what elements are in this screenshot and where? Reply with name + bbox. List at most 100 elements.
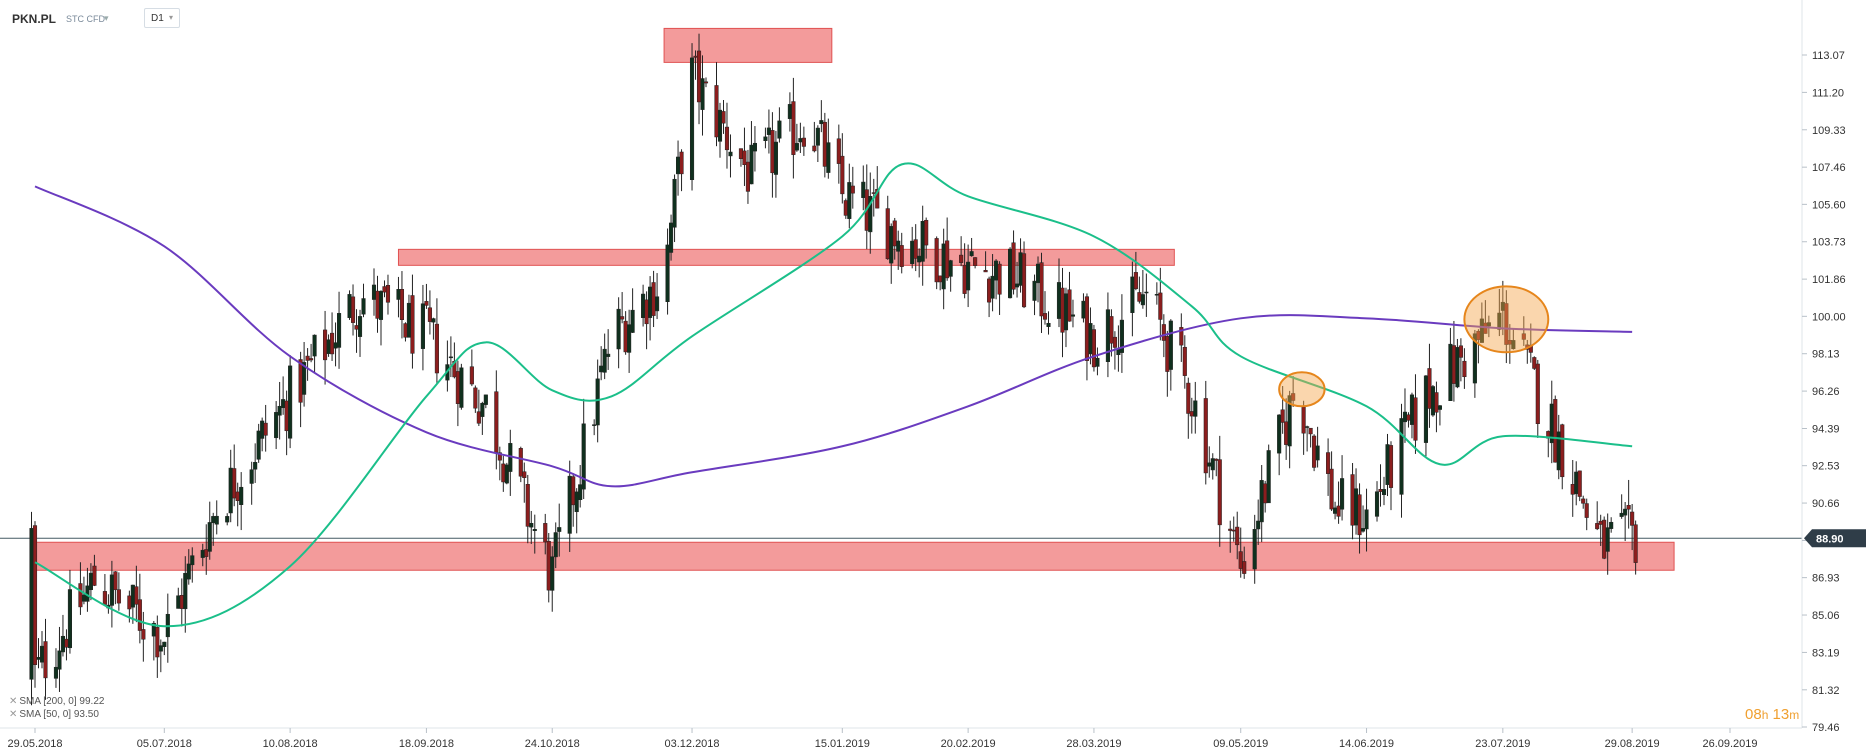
- candle: [176, 587, 181, 609]
- y-tick-label: 79.46: [1812, 722, 1840, 734]
- candle: [602, 333, 607, 380]
- candle: [1242, 546, 1247, 579]
- candle: [1388, 441, 1394, 511]
- y-tick-label: 81.32: [1812, 685, 1840, 697]
- support-resistance-zone[interactable]: [663, 27, 833, 63]
- candle: [630, 288, 635, 333]
- chevron-down-icon: ▾: [169, 13, 174, 22]
- candle: [574, 488, 579, 534]
- candle: [1455, 338, 1460, 389]
- candle: [1109, 309, 1114, 357]
- x-tick-label: 20.02.2019: [941, 738, 996, 750]
- candle: [403, 322, 408, 342]
- candle: [724, 102, 730, 169]
- candle: [235, 482, 240, 527]
- y-tick-label: 92.53: [1812, 461, 1840, 473]
- candle: [81, 576, 86, 605]
- candle: [553, 522, 558, 569]
- candle: [714, 62, 719, 147]
- candle: [1105, 292, 1110, 378]
- candle: [378, 290, 384, 346]
- chevron-down-icon[interactable]: ▾: [104, 13, 109, 23]
- timeframe-value: D1: [151, 13, 164, 24]
- candle: [60, 614, 66, 657]
- candle: [1581, 495, 1586, 509]
- x-tick-label: 15.01.2019: [815, 738, 870, 750]
- candle: [1263, 480, 1268, 513]
- candle: [787, 92, 792, 132]
- candle: [1619, 494, 1624, 519]
- candle: [1217, 435, 1222, 547]
- candle: [669, 214, 674, 261]
- candle: [43, 618, 48, 700]
- candle: [1154, 282, 1159, 305]
- candle: [819, 100, 824, 133]
- candle: [1570, 459, 1575, 517]
- candle: [934, 236, 939, 290]
- sma-50-line[interactable]: [34, 162, 1633, 628]
- candle: [476, 389, 481, 427]
- candle: [627, 309, 632, 373]
- support-resistance-zone[interactable]: [397, 248, 1175, 266]
- timer-minutes-unit: m: [1789, 708, 1800, 722]
- candle: [1056, 258, 1062, 328]
- candle: [1046, 311, 1051, 335]
- candle: [777, 107, 782, 143]
- candle: [1021, 241, 1027, 309]
- close-icon[interactable]: ✕: [9, 696, 18, 707]
- candle: [557, 503, 562, 557]
- x-tick-label: 26.09.2019: [1702, 738, 1757, 750]
- timeframe-select[interactable]: D1 ▾: [144, 8, 180, 28]
- candle: [850, 166, 855, 209]
- candle: [620, 292, 625, 324]
- candle: [794, 123, 799, 152]
- y-tick-label: 101.86: [1812, 274, 1846, 286]
- candle: [1266, 444, 1271, 504]
- candle: [763, 127, 768, 149]
- y-tick-label: 94.39: [1812, 423, 1840, 435]
- candle: [546, 533, 551, 603]
- candle: [232, 444, 237, 507]
- candle: [1350, 463, 1355, 540]
- y-tick-label: 85.06: [1812, 610, 1840, 622]
- candle: [39, 631, 45, 669]
- candle: [1340, 455, 1345, 521]
- candle: [385, 274, 391, 315]
- candle: [812, 121, 817, 153]
- sma-200-line[interactable]: [34, 185, 1633, 488]
- support-resistance-zone[interactable]: [34, 541, 1675, 571]
- candle: [920, 205, 925, 286]
- highlight-ellipse[interactable]: [1463, 285, 1550, 354]
- candle: [249, 461, 254, 505]
- candle: [1018, 238, 1023, 293]
- candle: [420, 284, 425, 371]
- candle: [448, 336, 453, 378]
- candle: [504, 462, 509, 485]
- highlight-ellipse[interactable]: [1278, 371, 1326, 408]
- candle: [1598, 514, 1603, 546]
- close-icon[interactable]: ✕: [9, 709, 18, 720]
- candle: [843, 198, 848, 219]
- candle: [1137, 276, 1142, 304]
- candle: [1084, 293, 1089, 381]
- symbol-label: PKN.PL: [12, 12, 57, 26]
- y-tick-label: 83.19: [1812, 647, 1840, 659]
- candle: [1553, 395, 1558, 463]
- y-tick-label: 100.00: [1812, 311, 1846, 323]
- y-tick-label: 111.20: [1812, 87, 1844, 99]
- candle: [256, 423, 261, 463]
- candle: [204, 524, 209, 575]
- candle: [1399, 403, 1404, 518]
- candle: [497, 446, 502, 481]
- candle: [1556, 414, 1561, 480]
- x-tick-label: 18.09.2018: [399, 738, 454, 750]
- candle: [1437, 405, 1442, 426]
- candle: [581, 398, 586, 499]
- candle: [1626, 479, 1631, 529]
- candle: [679, 149, 684, 192]
- candle: [57, 626, 62, 692]
- candle: [323, 310, 328, 385]
- candle: [599, 346, 604, 381]
- instrument-type-label[interactable]: STC CFD: [66, 14, 105, 24]
